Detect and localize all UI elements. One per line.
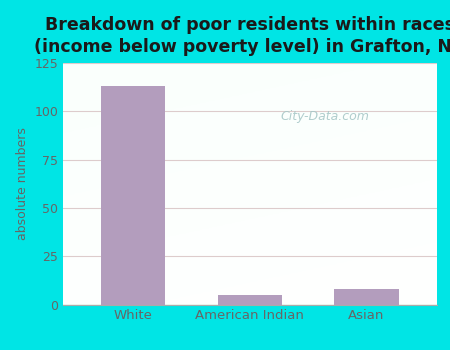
Text: City-Data.com: City-Data.com: [280, 110, 369, 122]
Bar: [218, 295, 282, 304]
Bar: [334, 289, 399, 304]
Bar: [101, 86, 165, 304]
Title: Breakdown of poor residents within races
(income below poverty level) in Grafton: Breakdown of poor residents within races…: [35, 16, 450, 56]
Y-axis label: absolute numbers: absolute numbers: [16, 127, 29, 240]
